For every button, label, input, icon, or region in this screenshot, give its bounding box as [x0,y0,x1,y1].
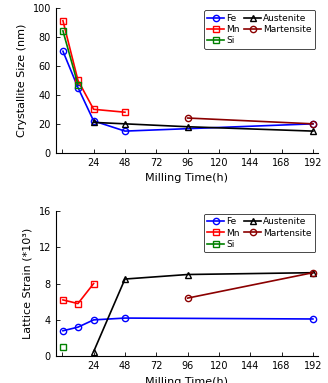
Line: Mn: Mn [60,280,97,307]
Y-axis label: Lattice Strain (*10³): Lattice Strain (*10³) [23,228,33,339]
X-axis label: Milling Time(h): Milling Time(h) [145,173,229,183]
Austenite [123,277,127,282]
Austenite [92,120,95,125]
Si [76,82,80,87]
Austenite [123,121,127,126]
Martensite [311,270,315,275]
Austenite [311,129,315,133]
Austenite [311,270,315,275]
Line: Martensite: Martensite [184,115,316,127]
Austenite [92,349,95,354]
Martensite [186,296,190,300]
Si [61,29,65,33]
Mn [76,301,80,306]
Line: Mn: Mn [60,18,128,115]
Fe [123,316,127,320]
Legend: Fe, Mn, Si, Austenite, Martensite: Fe, Mn, Si, Austenite, Martensite [204,10,316,49]
Mn [92,107,95,111]
Fe [311,317,315,321]
Legend: Fe, Mn, Si, Austenite, Martensite: Fe, Mn, Si, Austenite, Martensite [204,214,316,252]
Mn [123,110,127,115]
Line: Austenite: Austenite [91,270,316,355]
Martensite [311,121,315,126]
Fe [311,121,315,126]
Martensite [186,116,190,120]
Mn [61,18,65,23]
Mn [92,281,95,286]
Fe [76,85,80,90]
Fe [61,329,65,333]
Fe [92,119,95,123]
Y-axis label: Crystallite Size (nm): Crystallite Size (nm) [17,24,27,137]
Line: Fe: Fe [60,48,316,134]
Line: Si: Si [60,28,81,88]
Line: Martensite: Martensite [184,270,316,301]
Text: (a): (a) [296,12,313,25]
X-axis label: Milling Time(h): Milling Time(h) [145,376,229,383]
Austenite [186,272,190,277]
Mn [76,78,80,83]
Fe [61,49,65,54]
Fe [123,129,127,133]
Fe [92,318,95,322]
Austenite [186,124,190,129]
Line: Fe: Fe [60,315,316,334]
Fe [76,325,80,329]
Line: Austenite: Austenite [91,119,316,134]
Text: (b): (b) [295,215,313,228]
Mn [61,298,65,302]
